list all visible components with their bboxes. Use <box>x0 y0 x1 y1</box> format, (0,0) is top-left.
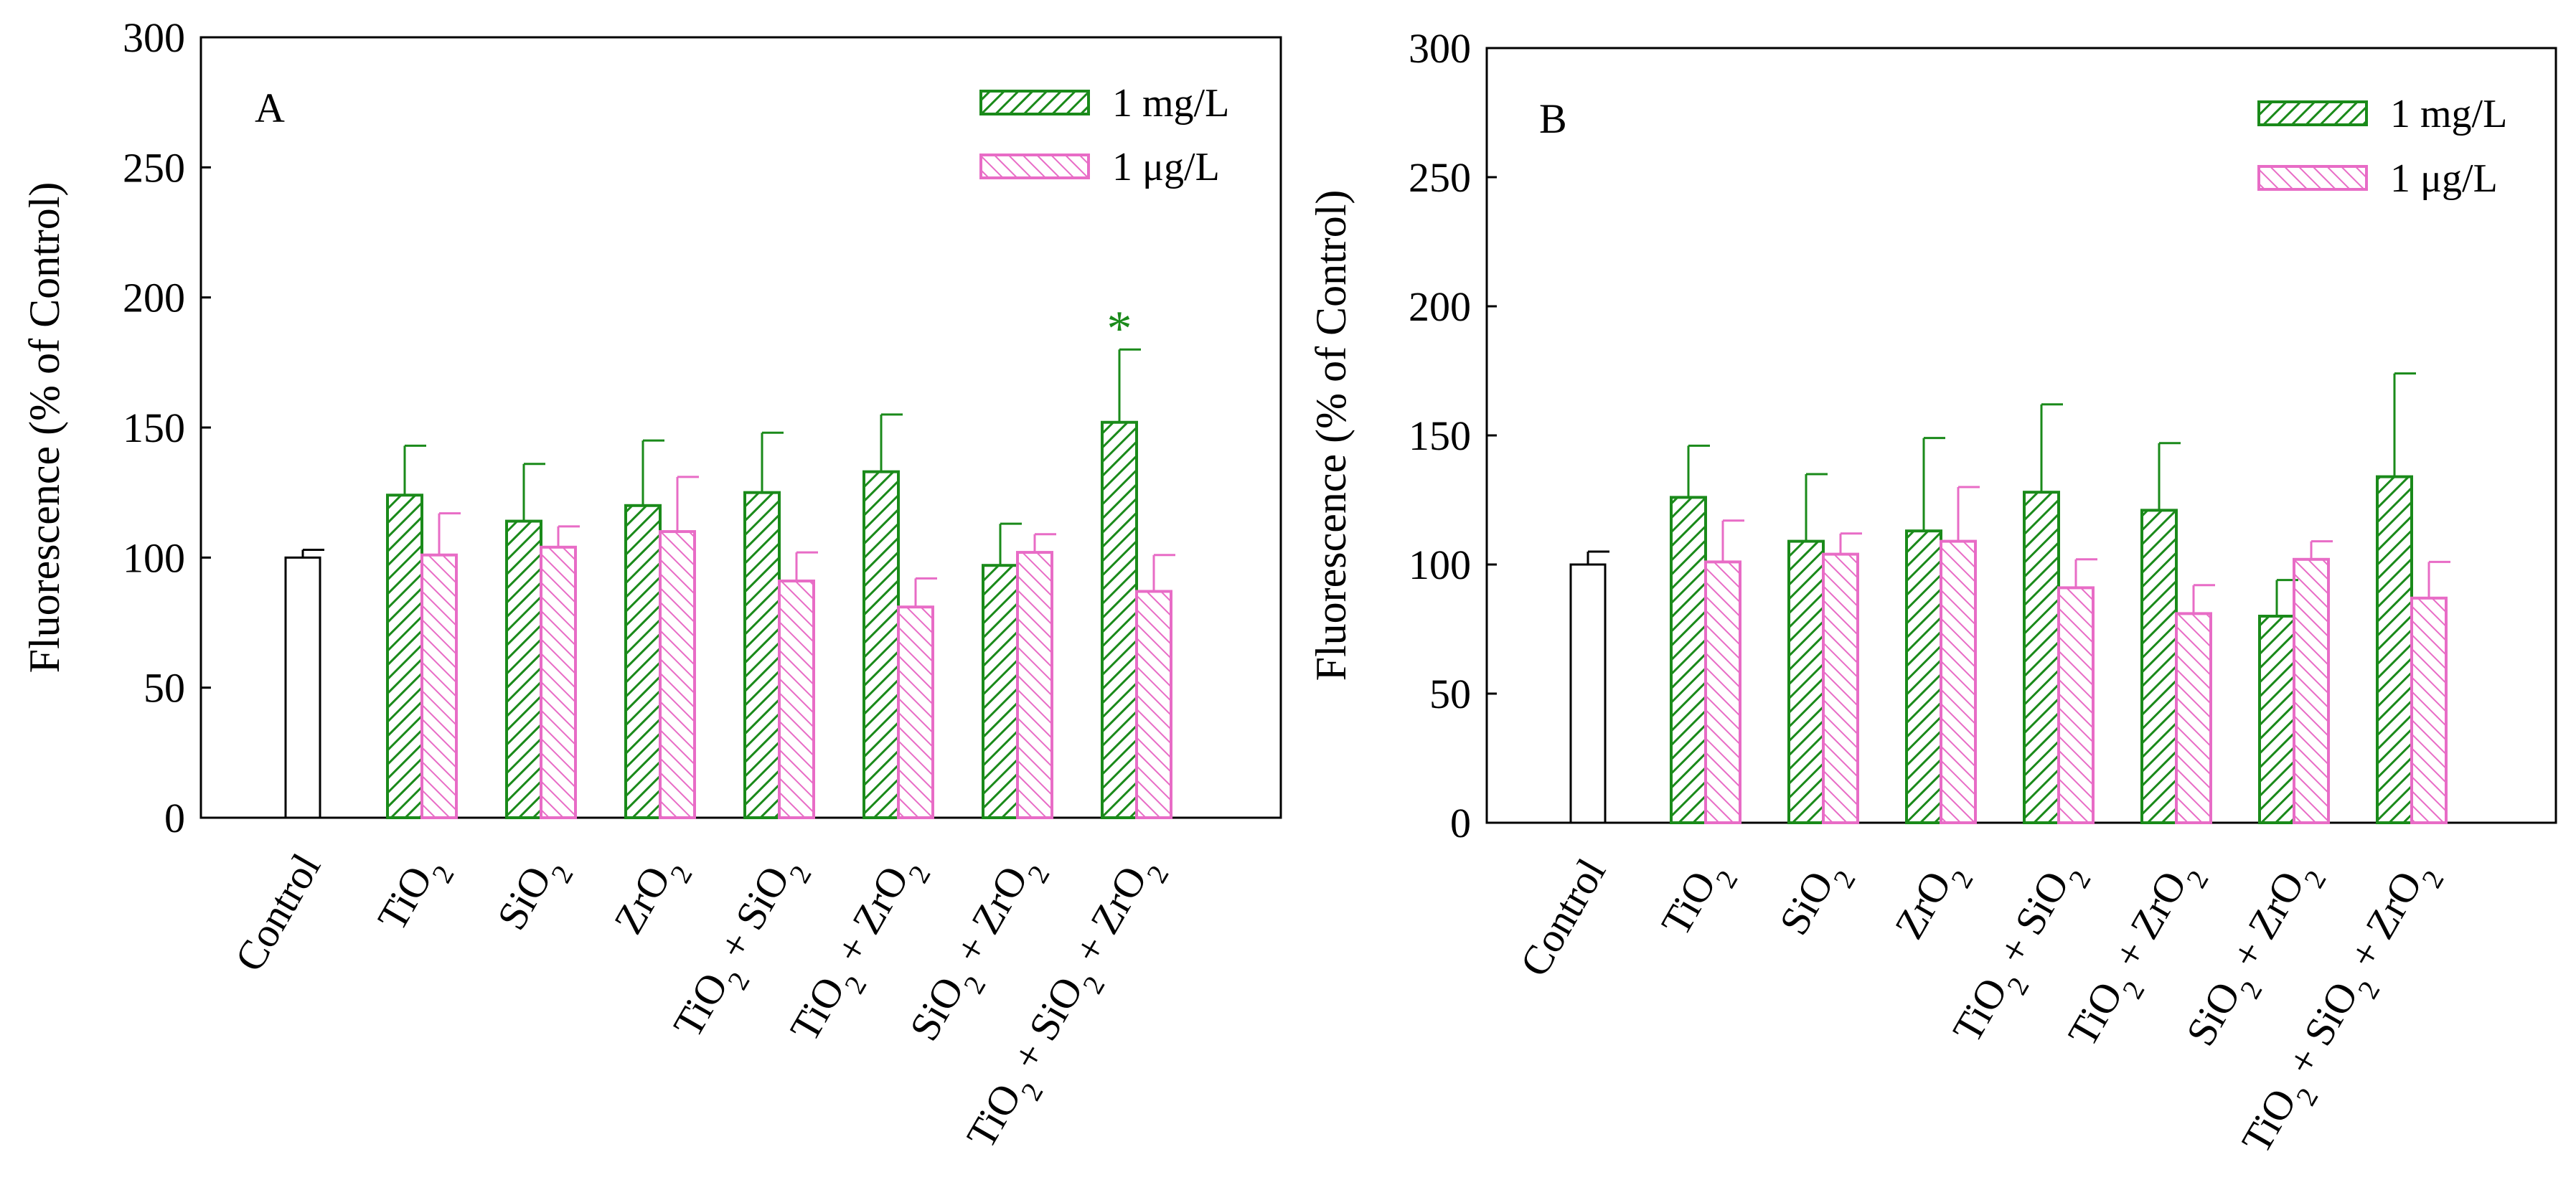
bar-mg <box>982 564 1019 819</box>
y-tick-label: 50 <box>144 665 185 712</box>
x-tick-label-part: + ZrO <box>1059 858 1156 980</box>
bar-mg <box>1101 420 1138 819</box>
legend-swatch-ug <box>979 154 1090 179</box>
legend-label: 1 μg/L <box>2390 156 2498 201</box>
panel-letter: B <box>1539 95 1567 142</box>
legend-swatch-ug <box>2257 165 2368 191</box>
y-tick-label: 100 <box>1409 542 1471 588</box>
x-tick-label-part: + ZrO <box>2217 863 2313 985</box>
bar-ug <box>778 579 815 819</box>
y-tick-label: 150 <box>123 405 185 451</box>
bar-mg <box>386 494 423 819</box>
bar-ug <box>1940 539 1977 824</box>
x-tick-label-part: + ZrO <box>2099 863 2196 985</box>
x-tick-label: Control <box>225 846 329 979</box>
x-tick-label: TiO2 <box>1652 851 1744 950</box>
x-tick-label-part: Control <box>225 846 329 979</box>
x-tick-label: SiO2 <box>1770 851 1861 949</box>
bar-mg <box>624 504 662 819</box>
legend-swatch-mg <box>979 90 1090 115</box>
bar-mg <box>1670 496 1707 825</box>
legend-swatch-mg <box>2257 100 2368 126</box>
bar-mg <box>1787 539 1825 824</box>
y-tick-label: 300 <box>1409 25 1471 72</box>
bar-ug <box>420 553 458 819</box>
bar-ug <box>2410 596 2448 824</box>
bar-mg <box>505 519 542 819</box>
bar-ug <box>2293 557 2330 824</box>
x-tick-label-part: + ZrO <box>821 858 918 980</box>
legend-label: 1 μg/L <box>1112 145 1220 189</box>
x-tick-label: SiO2 <box>488 846 579 944</box>
y-tick-label: 250 <box>1409 154 1471 201</box>
bar-mg <box>862 470 900 819</box>
bar-control <box>284 556 321 819</box>
bar-ug <box>2057 586 2095 825</box>
x-tick-label: TiO2 <box>368 846 460 945</box>
panel-a-chart: 0 50 100 150 200 250 300 Fluorescence (% of Con… <box>21 14 1282 1156</box>
bar-ug <box>540 545 577 819</box>
y-tick-label: 50 <box>1429 671 1471 717</box>
x-tick-label: Control <box>1510 851 1614 984</box>
y-tick-label: 200 <box>1409 283 1471 330</box>
bar-control <box>1569 563 1607 824</box>
bar-mg <box>743 491 781 820</box>
bar-mg <box>2258 615 2295 824</box>
y-tick-label: 100 <box>123 534 185 581</box>
bar-ug <box>2175 612 2212 825</box>
legend-label: 1 mg/L <box>1112 81 1229 126</box>
x-tick-label: ZrO2 <box>605 846 699 948</box>
x-tick-label-part: + ZrO <box>2334 863 2431 985</box>
y-axis-label: Fluorescence (% of Control) <box>21 182 68 674</box>
y-axis-label: Fluorescence (% of Control) <box>1307 190 1355 681</box>
x-tick-label-part: + SiO <box>704 858 799 976</box>
bar-ug <box>659 530 696 819</box>
x-tick-label: ZrO2 <box>1886 851 1980 953</box>
bar-mg <box>2376 475 2413 824</box>
y-tick-label: 300 <box>123 14 185 61</box>
bar-ug <box>1704 560 1741 825</box>
bar-mg <box>2140 509 2178 825</box>
panel-letter: A <box>255 85 285 131</box>
bar-ug <box>1016 551 1053 820</box>
legend-label: 1 mg/L <box>2390 92 2507 136</box>
significance-asterisk: * <box>1107 301 1132 356</box>
panel-b-chart: 0 50 100 150 200 250 300 Fluorescence (% of Con… <box>1307 25 2557 1161</box>
y-tick-label: 200 <box>123 275 185 321</box>
x-tick-label-part: + ZrO <box>940 858 1037 980</box>
bar-ug <box>1135 590 1172 819</box>
x-tick-label-part: + SiO <box>1983 863 2078 981</box>
bar-ug <box>897 605 934 819</box>
y-tick-label: 0 <box>1450 800 1471 846</box>
y-tick-label: 150 <box>1409 412 1471 459</box>
x-tick-label-part: Control <box>1510 851 1614 984</box>
y-tick-label: 250 <box>123 144 185 191</box>
bar-ug <box>1822 552 1859 824</box>
y-tick-label: 0 <box>164 795 185 841</box>
bar-mg <box>1905 529 1942 824</box>
x-tick-label-part: + SiO <box>2272 974 2367 1092</box>
x-tick-label-part: + SiO <box>997 969 1092 1087</box>
bar-mg <box>2023 491 2060 824</box>
